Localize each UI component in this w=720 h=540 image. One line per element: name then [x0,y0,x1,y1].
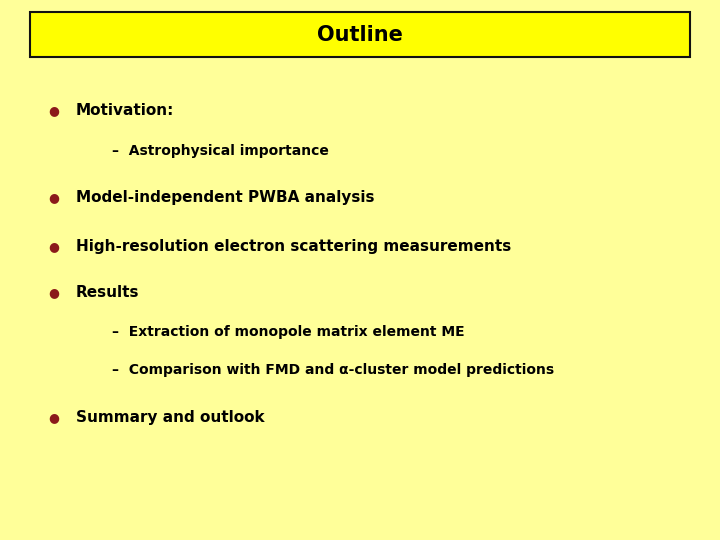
Text: Model-independent PWBA analysis: Model-independent PWBA analysis [76,190,374,205]
Text: High-resolution electron scattering measurements: High-resolution electron scattering meas… [76,239,511,254]
Text: ●: ● [48,286,60,299]
Text: ●: ● [48,191,60,204]
Text: ●: ● [48,411,60,424]
Text: ●: ● [48,240,60,253]
Text: ●: ● [48,104,60,117]
Text: Outline: Outline [317,24,403,45]
Text: Results: Results [76,285,139,300]
Text: Motivation:: Motivation: [76,103,174,118]
Text: Summary and outlook: Summary and outlook [76,410,264,426]
FancyBboxPatch shape [30,12,690,57]
Text: –  Astrophysical importance: – Astrophysical importance [112,144,328,158]
Text: –  Comparison with FMD and α-cluster model predictions: – Comparison with FMD and α-cluster mode… [112,363,554,377]
Text: –  Extraction of monopole matrix element ME: – Extraction of monopole matrix element … [112,325,464,339]
